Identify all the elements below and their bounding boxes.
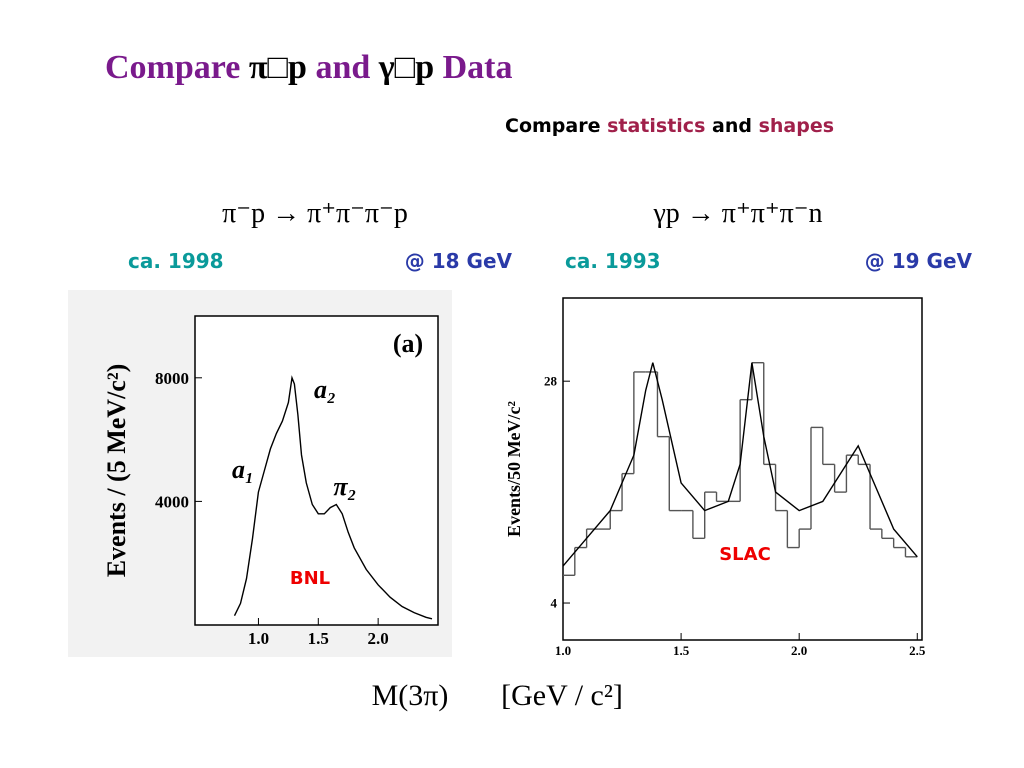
- annotation: BNL: [290, 568, 330, 589]
- title-part: π□p: [249, 49, 307, 86]
- year-label: ca. 1998: [128, 249, 224, 273]
- x-tick-label: 1.5: [308, 629, 329, 648]
- y-tick-label: 28: [544, 374, 558, 389]
- annotation: π₂: [333, 472, 356, 501]
- slide-title: Compare π□p and γ□p Data: [105, 49, 513, 86]
- y-tick-label: 4000: [155, 492, 189, 511]
- fit-curve: [562, 362, 918, 567]
- subtitle-part: shapes: [759, 115, 834, 137]
- title-part: and: [307, 49, 379, 86]
- year-label: ca. 1993: [565, 249, 661, 273]
- subtitle-part: and: [705, 115, 758, 137]
- subtitle: Compare statistics and shapes: [505, 115, 834, 137]
- x-tick-label: 1.0: [248, 629, 269, 648]
- y-axis-label: Events / (5 MeV/c²): [102, 364, 131, 578]
- annotation: (a): [393, 329, 423, 358]
- x-tick-label: 1.0: [555, 643, 571, 658]
- energy-label: @ 18 GeV: [405, 249, 513, 273]
- annotation: a₁: [232, 455, 254, 484]
- x-axis-unit: [GeV / c²]: [501, 679, 623, 712]
- spectrum-line: [233, 375, 433, 620]
- x-tick-label: 2.0: [368, 629, 389, 648]
- x-tick-label: 1.5: [673, 643, 690, 658]
- y-tick-label: 4: [551, 596, 558, 611]
- title-part: Data: [434, 49, 512, 86]
- y-tick-label: 8000: [155, 369, 189, 388]
- reaction: π⁻p → π⁺π⁻π⁻p: [222, 198, 408, 229]
- energy-label: @ 19 GeV: [865, 249, 973, 273]
- reaction: γp → π⁺π⁺π⁻n: [652, 198, 822, 229]
- annotation: SLAC: [719, 544, 771, 565]
- x-axis-label: M(3π): [372, 679, 449, 712]
- x-tick-label: 2.0: [791, 643, 807, 658]
- title-part: γ□p: [378, 49, 434, 86]
- plot-frame: [562, 297, 923, 641]
- subtitle-part: Compare: [505, 115, 607, 137]
- annotation: a₂: [314, 375, 336, 404]
- title-part: Compare: [105, 49, 249, 86]
- x-tick-label: 2.5: [909, 643, 926, 658]
- y-axis-label: Events/50 MeV/c²: [504, 401, 524, 537]
- plots: 1.0 1.5 2.0 4000 8000 Events / (5 MeV/c²) (a) a…: [102, 297, 926, 658]
- subtitle-part: statistics: [607, 115, 705, 137]
- plot-frame: [194, 315, 439, 626]
